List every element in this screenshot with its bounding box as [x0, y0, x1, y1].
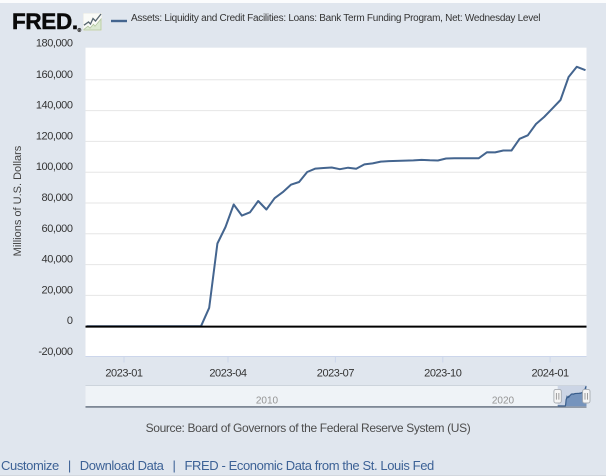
- svg-text:2024-01: 2024-01: [531, 367, 569, 379]
- svg-text:2020: 2020: [492, 396, 515, 407]
- svg-text:2023-01: 2023-01: [105, 367, 143, 379]
- svg-text:20,000: 20,000: [42, 284, 73, 296]
- svg-text:160,000: 160,000: [36, 69, 73, 81]
- svg-text:100,000: 100,000: [36, 161, 73, 173]
- svg-text:2010: 2010: [256, 396, 279, 407]
- svg-text:40,000: 40,000: [42, 254, 73, 266]
- svg-text:180,000: 180,000: [36, 38, 73, 50]
- svg-text:60,000: 60,000: [42, 223, 73, 235]
- svg-text:-20,000: -20,000: [38, 346, 72, 358]
- svg-text:80,000: 80,000: [42, 192, 73, 204]
- svg-text:2023-07: 2023-07: [317, 367, 355, 379]
- svg-text:140,000: 140,000: [36, 100, 73, 112]
- svg-text:2023-04: 2023-04: [209, 367, 247, 379]
- svg-text:120,000: 120,000: [36, 130, 73, 142]
- svg-text:2023-10: 2023-10: [424, 367, 462, 379]
- svg-text:0: 0: [67, 315, 73, 327]
